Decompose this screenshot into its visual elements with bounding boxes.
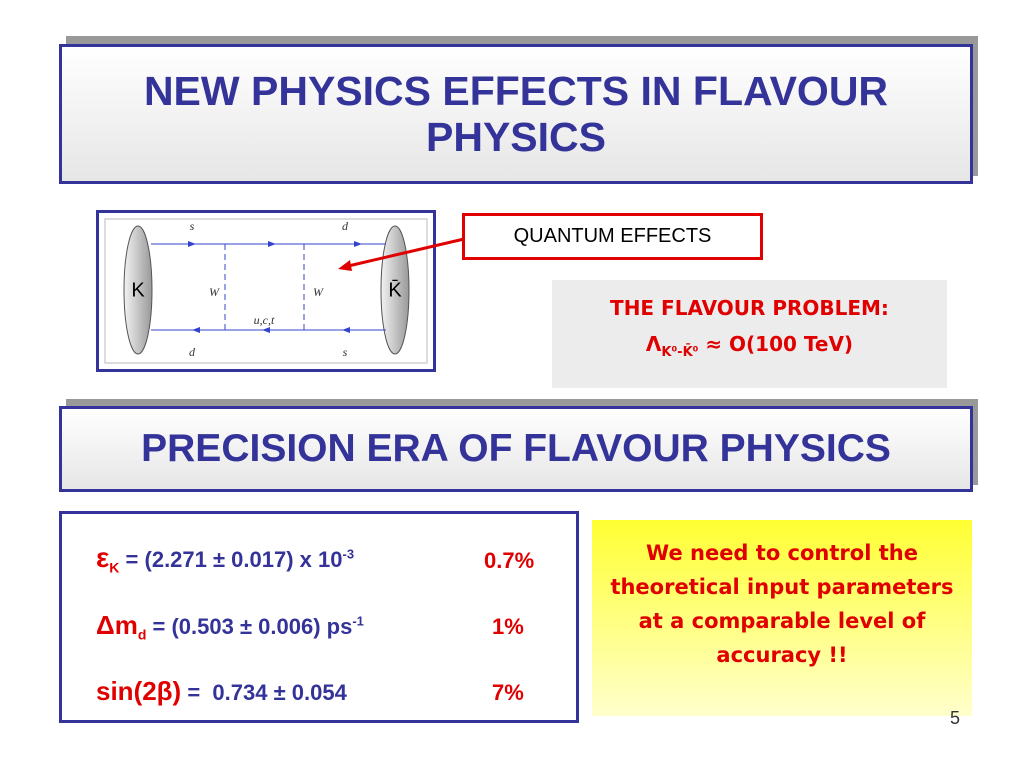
measurements-box: εK = (2.271 ± 0.017) x 10-3 0.7% Δmd = (…: [59, 511, 579, 723]
quantity: ε: [96, 542, 110, 573]
meson-label: K: [131, 279, 145, 301]
quantity: Δm: [96, 610, 138, 640]
section-box: PRECISION ERA OF FLAVOUR PHYSICS: [59, 406, 973, 492]
quantity-exponent: -1: [352, 613, 364, 629]
quantity-value: = (2.271 ± 0.017) x 10: [125, 547, 343, 572]
box-diagram: s d W W u,c,t d s K K̄: [96, 210, 436, 372]
note-text: We need to control the theoretical input…: [610, 541, 954, 667]
precision: 1%: [492, 614, 524, 639]
page-number: 5: [950, 708, 961, 728]
precision: 7%: [492, 680, 524, 705]
callout-box: QUANTUM EFFECTS: [462, 213, 763, 260]
boson-label: W: [313, 285, 324, 299]
quark-label: s: [190, 219, 195, 233]
callout-text: QUANTUM EFFECTS: [513, 225, 712, 247]
arrow-head: [338, 260, 352, 271]
measurement: εK = (2.271 ± 0.017) x 10-3: [96, 542, 354, 575]
measurement: sin(2β) = 0.734 ± 0.054: [96, 676, 347, 707]
quark-label: s: [343, 345, 348, 359]
note-box: We need to control the theoretical input…: [592, 520, 972, 716]
quantity-subscript: K: [109, 559, 120, 576]
formula-symbol: Λ: [645, 332, 662, 356]
k-blob: [123, 225, 153, 355]
boson-label: W: [209, 285, 220, 299]
diagram-inner: [104, 218, 428, 364]
quantity-exponent: -3: [342, 546, 355, 562]
quark-label: d: [342, 219, 349, 233]
callout-arrow: [338, 237, 465, 271]
formula-rhs: ≈ O(100 TeV): [705, 332, 854, 356]
flavour-problem-box: THE FLAVOUR PROBLEM: ΛK⁰-K̄⁰ ≈ O(100 TeV…: [552, 280, 947, 388]
precision: 0.7%: [484, 548, 535, 573]
quantity: sin(2β): [96, 676, 182, 706]
title: NEW PHYSICS EFFECTS IN FLAVOUR PHYSICS: [143, 68, 889, 160]
meson-label: K̄: [388, 278, 402, 301]
section-title: PRECISION ERA OF FLAVOUR PHYSICS: [141, 427, 891, 470]
arrow-line: [343, 237, 465, 269]
flavour-problem-heading: THE FLAVOUR PROBLEM:: [610, 296, 889, 320]
quark-label: d: [189, 345, 196, 359]
measurement: Δmd = (0.503 ± 0.006) ps-1: [96, 610, 364, 642]
propagators: [151, 241, 386, 333]
quantity-subscript: d: [137, 626, 147, 643]
flavour-problem-formula: ΛK⁰-K̄⁰ ≈ O(100 TeV): [552, 332, 947, 360]
title-box: NEW PHYSICS EFFECTS IN FLAVOUR PHYSICS: [59, 44, 973, 184]
quark-label: u,c,t: [254, 313, 275, 327]
formula-subscript: K⁰-K̄⁰: [661, 345, 699, 360]
quantity-value: = 0.734 ± 0.054: [187, 680, 347, 705]
quantity-value: = (0.503 ± 0.006) ps: [152, 614, 353, 639]
